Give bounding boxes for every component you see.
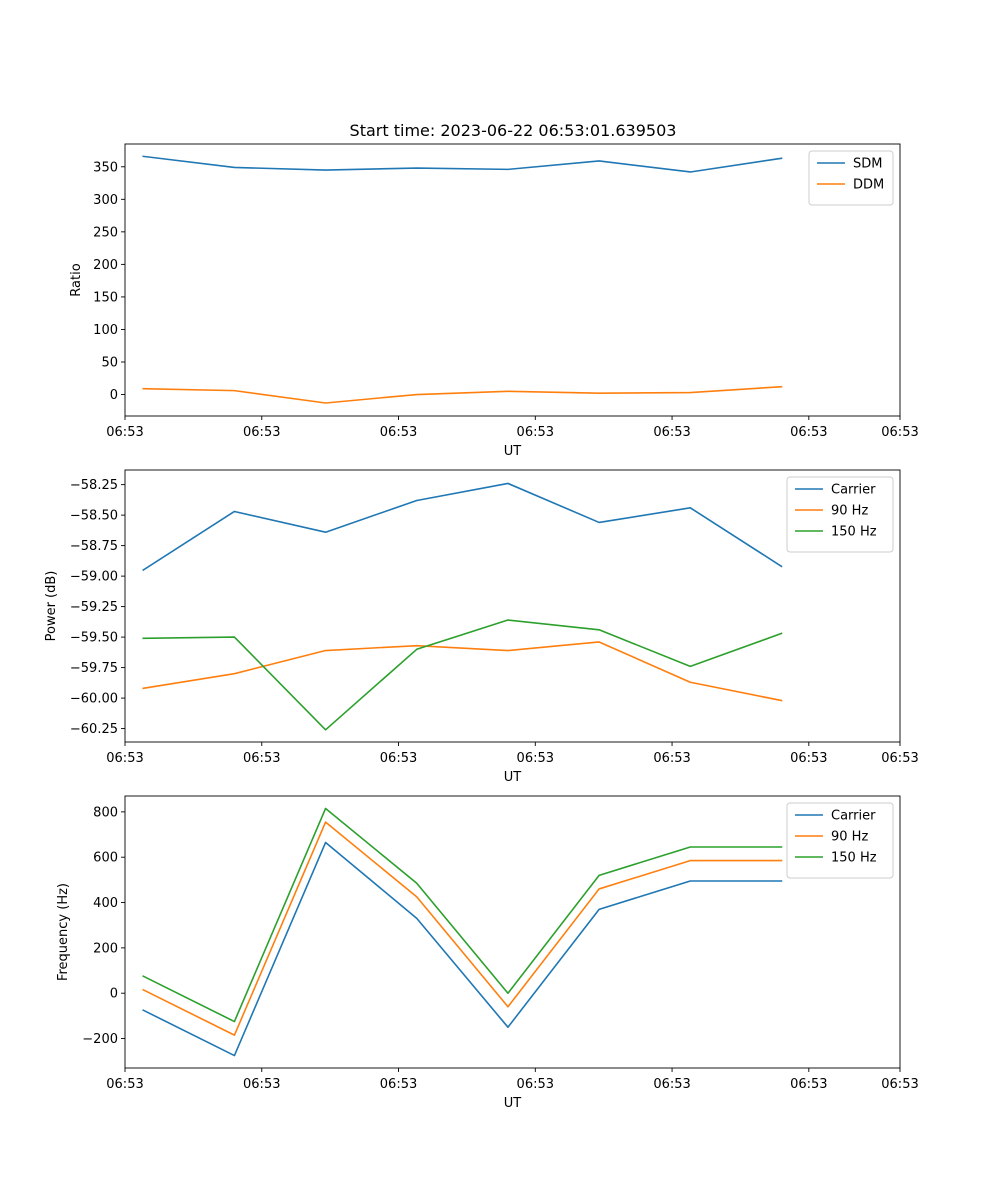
axes-frame: [124, 143, 901, 417]
series-line-150-hz: [142, 807, 783, 1023]
panel-1: 06:53 06:53 06:53 06:53 06:53 06:53 06:53 0 50 10…: [69, 143, 919, 459]
legend-entry-label: 90 Hz: [831, 504, 868, 519]
x-tick-label: 06:53: [243, 1077, 280, 1092]
axes-frame: [124, 469, 901, 743]
y-tick-label: −59.75: [70, 661, 118, 676]
legend: SDM DDM: [808, 150, 894, 206]
y-axis-label: Power (dB): [44, 571, 59, 642]
x-tick-label: 06:53: [517, 751, 554, 766]
x-tick-label: 06:53: [790, 751, 827, 766]
y-tick-label: 800: [93, 805, 118, 820]
y-tick-label: 0: [110, 987, 118, 1002]
x-tick-label: 06:53: [243, 751, 280, 766]
y-tick-label: 200: [93, 941, 118, 956]
y-axis-label: Ratio: [69, 263, 84, 296]
x-axis-label: UT: [504, 1096, 522, 1111]
x-tick-label: 06:53: [517, 425, 554, 440]
x-tick-label: 06:53: [653, 751, 690, 766]
x-axis-label: UT: [504, 444, 522, 459]
x-tick-label: 06:53: [881, 751, 918, 766]
x-tick-label: 06:53: [106, 425, 143, 440]
y-tick-label: −58.25: [70, 478, 118, 493]
y-tick-label: 150: [93, 290, 118, 305]
x-tick-label: 06:53: [106, 1077, 143, 1092]
x-tick-label: 06:53: [790, 425, 827, 440]
y-tick-label: −59.00: [70, 570, 118, 585]
x-tick-label: 06:53: [653, 1077, 690, 1092]
x-tick-label: 06:53: [881, 425, 918, 440]
panels: 06:53 06:53 06:53 06:53 06:53 06:53 06:53 0 50 10…: [44, 143, 919, 1111]
legend-entry-label: 150 Hz: [831, 525, 877, 540]
x-tick-label: 06:53: [653, 425, 690, 440]
x-tick-label: 06:53: [517, 1077, 554, 1092]
y-tick-label: 0: [110, 388, 118, 403]
y-tick-label: −59.25: [70, 600, 118, 615]
legend: Carrier 90 Hz 150 Hz: [786, 802, 894, 879]
series-line-sdm: [142, 155, 783, 173]
y-tick-label: 400: [93, 896, 118, 911]
x-axis-label: UT: [504, 770, 522, 785]
legend-box: [808, 150, 894, 206]
x-tick-label: 06:53: [790, 1077, 827, 1092]
x-tick-label: 06:53: [380, 1077, 417, 1092]
axes-frame: [124, 795, 901, 1069]
series-line-150-hz: [142, 619, 783, 731]
series-line-carrier: [142, 841, 783, 1057]
series-line-90-hz: [142, 641, 783, 702]
x-tick-label: 06:53: [243, 425, 280, 440]
y-tick-label: −58.75: [70, 539, 118, 554]
series-line-carrier: [142, 482, 783, 572]
y-tick-label: 250: [93, 225, 118, 240]
legend-entry-label: 150 Hz: [831, 851, 877, 866]
x-tick-label: 06:53: [380, 751, 417, 766]
x-tick-label: 06:53: [106, 751, 143, 766]
panel-2: 06:53 06:53 06:53 06:53 06:53 06:53 06:53 −58.2…: [44, 469, 919, 785]
legend-box: [786, 802, 894, 879]
y-tick-label: 50: [101, 355, 118, 370]
legend-entry-label: SDM: [853, 157, 882, 172]
x-tick-label: 06:53: [881, 1077, 918, 1092]
panel-3: 06:53 06:53 06:53 06:53 06:53 06:53 06:53 −200 0…: [56, 795, 919, 1111]
y-tick-label: −60.25: [70, 722, 118, 737]
legend-entry-label: Carrier: [831, 809, 876, 824]
x-tick-label: 06:53: [380, 425, 417, 440]
series-line-ddm: [142, 385, 783, 404]
legend-entry-label: Carrier: [831, 483, 876, 498]
y-tick-label: −59.50: [70, 631, 118, 646]
chart-title: Start time: 2023-06-22 06:53:01.639503: [350, 121, 677, 140]
legend: Carrier 90 Hz 150 Hz: [786, 476, 894, 553]
legend-entry-label: DDM: [853, 178, 884, 193]
y-axis-label: Frequency (Hz): [56, 883, 71, 981]
legend-box: [786, 476, 894, 553]
legend-entry-label: 90 Hz: [831, 830, 868, 845]
y-tick-label: 600: [93, 851, 118, 866]
y-tick-label: 200: [93, 258, 118, 273]
series-line-90-hz: [142, 821, 783, 1036]
y-tick-label: −200: [82, 1032, 118, 1047]
y-tick-label: 300: [93, 193, 118, 208]
y-tick-label: 350: [93, 160, 118, 175]
y-tick-label: −60.00: [70, 692, 118, 707]
y-tick-label: 100: [93, 323, 118, 338]
y-tick-label: −58.50: [70, 509, 118, 524]
